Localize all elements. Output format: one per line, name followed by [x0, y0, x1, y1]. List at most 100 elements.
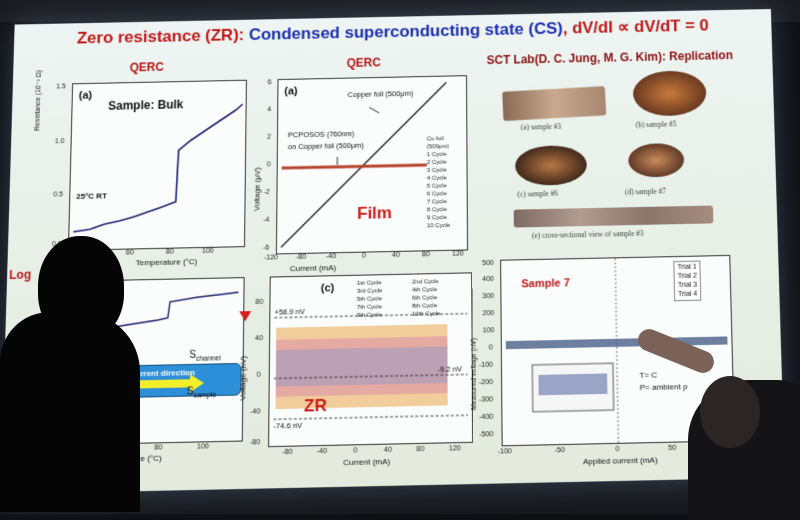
zr-xlabel: Current (mA): [343, 457, 390, 467]
s7-xlabel: Applied current (mA): [583, 455, 658, 466]
s7-xtick: 0: [615, 446, 619, 453]
legend-item: Trial 4: [678, 290, 697, 299]
pressure-note: P= ambient p: [640, 382, 688, 392]
s7-ytick: 400: [482, 276, 494, 283]
caption-sample-5: (b) sample #5: [636, 120, 677, 130]
film-ytick: 2: [267, 134, 271, 141]
s7-ytick: -200: [479, 379, 493, 386]
bulk-ylabel: Resistance (10⁻³ Ω): [33, 70, 43, 131]
current-arrow-shaft: [139, 379, 190, 388]
pcposos-label-line2: on Copper foil (500μm): [288, 141, 364, 151]
zr-ytick: 80: [255, 299, 263, 306]
s7-xtick: -100: [498, 448, 512, 456]
copper-foil-label: Copper foil (500μm): [348, 89, 414, 99]
zr-ytick: -40: [250, 408, 260, 415]
mean-value: -9.2 nV: [437, 364, 461, 374]
film-plot-tag: (a): [284, 85, 297, 97]
zr-noise-plot: (c) 1st Cycle 3rd Cycle 5th Cycle 7th Cy…: [268, 272, 473, 447]
caption-sample-6: (c) sample #6: [517, 189, 558, 199]
film-ytick: 6: [268, 79, 272, 86]
film-ytick: -4: [263, 217, 269, 224]
s7-xtick: -50: [554, 447, 564, 454]
bulk-plot-tag: (a): [79, 90, 93, 102]
pcposos-label-line1: PCPOSOS (760nm): [288, 129, 355, 139]
left-panel-heading: QERC: [130, 60, 164, 74]
bulk-xlabel: Temperature (°C): [136, 257, 198, 267]
s7-ytick: -400: [479, 414, 493, 421]
zr-ytick: 40: [255, 335, 263, 342]
zr-ytick: 0: [257, 372, 261, 379]
bulk-xtick-3: 100: [202, 248, 214, 255]
zr-xtick: 0: [353, 447, 357, 454]
middle-panel-heading: QERC: [347, 56, 381, 70]
s-channel-label: Schannel: [189, 349, 221, 363]
bulk-ytick-2: 1.0: [55, 138, 65, 145]
caption-cross-section: (e) cross-sectional view of sample #3: [532, 229, 644, 240]
film-xtick: 40: [392, 252, 400, 259]
title-part-equation: , dV/dI ∝ dV/dT = 0: [563, 16, 709, 37]
noise-band: [276, 324, 448, 409]
s7-ytick: 500: [482, 260, 494, 267]
sample-7-ylabel: Measured voltage (nV): [471, 338, 479, 410]
trial-legend: Trial 1 Trial 2 Trial 3 Trial 4: [673, 261, 701, 302]
film-ylabel: Voltage (μV): [252, 167, 261, 211]
room-temperature-annotation: 25°C RT: [76, 191, 107, 201]
title-part-cs: Condensed superconducting state (CS): [249, 19, 563, 44]
right-panel-heading: SCT Lab(D. C. Jung, M. G. Kim): Replicat…: [487, 48, 733, 67]
zr-plot-tag: (c): [321, 282, 335, 294]
film-xtick: 0: [362, 253, 366, 260]
lower-bound-value: -74.6 nV: [273, 421, 302, 431]
film-legend: Cu foil (500μm) 1 Cycle 2 Cycle 3 Cycle …: [427, 135, 451, 230]
s7-ytick: -100: [479, 362, 493, 369]
sample-5-photo: [633, 70, 707, 116]
s7-ytick: 200: [482, 310, 494, 317]
zr-xtick: 80: [416, 446, 424, 453]
s7-ytick: 100: [483, 327, 495, 334]
film-xtick: -40: [326, 253, 336, 260]
legend-item: 9th Cycle: [357, 311, 406, 320]
bulk-lower-xtick-2: 80: [154, 444, 162, 451]
film-ytick: 0: [267, 161, 271, 168]
bulk-xtick-2: 80: [166, 249, 174, 256]
bulk-resistance-plot: (a) Sample: Bulk 25°C RT: [68, 80, 247, 251]
caption-sample-3: (a) sample #3: [521, 122, 562, 132]
zr-ylabel: Voltage (nV): [238, 356, 248, 401]
s7-ytick: -300: [479, 396, 493, 403]
s7-ytick: 300: [482, 293, 494, 300]
bulk-ytick-1: 1.5: [56, 83, 66, 90]
bulk-lower-xtick-3: 100: [197, 443, 209, 450]
sample-3-cross-section-photo: [514, 206, 714, 228]
zr-xtick: -40: [317, 448, 327, 455]
upper-bound-value: +58.9 nV: [274, 307, 304, 317]
caption-sample-7: (d) sample #7: [625, 187, 666, 197]
zr-xtick: 120: [449, 445, 461, 452]
s7-xtick: 50: [668, 445, 676, 452]
log-label: Log: [9, 268, 31, 282]
sample-6-photo: [515, 145, 587, 186]
zr-legend: 1st Cycle 3rd Cycle 5th Cycle 7th Cycle …: [357, 278, 462, 320]
film-ytick: -6: [263, 245, 269, 252]
s7-ytick: -500: [479, 431, 493, 438]
legend-item: 10th Cycle: [412, 310, 461, 319]
legend-item: 10 Cycle: [427, 222, 450, 230]
film-cycle-lines: [282, 165, 427, 168]
legend-item: Trial 3: [678, 281, 697, 290]
zr-xtick: -80: [282, 449, 292, 456]
presenter-silhouette-body: [0, 312, 140, 512]
legend-item: Trial 2: [678, 272, 697, 281]
s-sample-label: Ssample: [187, 386, 217, 400]
zr-xtick: 40: [384, 447, 392, 454]
film-xtick: 80: [422, 251, 430, 258]
temperature-note: T= C: [639, 370, 657, 380]
film-iv-plot: (a) Copper foil (500μm) PCPOSOS (760nm) …: [276, 75, 468, 254]
film-xtick: 120: [452, 251, 464, 258]
zr-ytick: -80: [250, 439, 260, 446]
sample-7-photo: [628, 143, 684, 178]
sample-3-photo: [502, 86, 606, 121]
film-ytick: -2: [264, 189, 270, 196]
film-label: Film: [357, 203, 392, 224]
down-arrow-icon: [239, 311, 251, 321]
sample-7-label: Sample 7: [521, 277, 570, 290]
bulk-resistance-curve: [73, 104, 242, 232]
bulk-xtick-1: 60: [126, 249, 134, 256]
